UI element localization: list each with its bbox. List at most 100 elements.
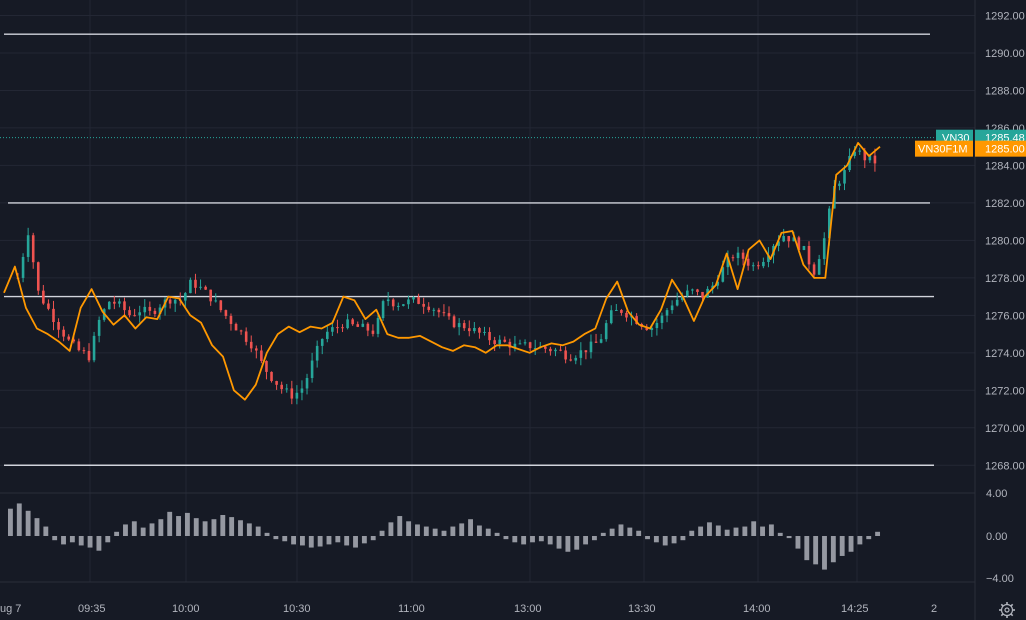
candle — [473, 327, 476, 332]
candle — [721, 267, 725, 282]
candle — [300, 388, 304, 393]
oscillator-bar — [822, 536, 827, 570]
candle — [194, 279, 197, 288]
vn30f1m-name: VN30F1M — [918, 144, 968, 156]
candle — [290, 388, 294, 399]
candle — [224, 310, 228, 316]
candle — [736, 252, 740, 259]
candle — [812, 264, 816, 275]
oscillator-bar — [123, 524, 128, 536]
candle — [462, 323, 466, 329]
oscillator-bar — [760, 526, 765, 536]
candle — [620, 309, 623, 313]
price-tick-label: 1272.00 — [985, 385, 1025, 397]
candle — [802, 246, 806, 250]
price-tick-label: 1270.00 — [985, 423, 1025, 435]
candle — [422, 303, 425, 307]
candle — [564, 350, 567, 360]
candle — [533, 348, 537, 350]
horizontal-lines[interactable] — [0, 33, 975, 466]
time-axis[interactable]: ug 7 09:35 10:00 10:30 11:00 13:00 13:30 14:00 1… — [0, 603, 937, 615]
oscillator-bar — [441, 530, 447, 536]
price-axis[interactable]: 1292.001290.001288.001286.001284.001282.… — [985, 10, 1025, 472]
candle — [757, 265, 760, 267]
candle — [92, 335, 96, 361]
oscillator-bar — [335, 536, 341, 543]
oscillator-bar — [238, 520, 243, 536]
candle — [407, 299, 410, 305]
oscillator-bar — [264, 532, 270, 536]
chart-grid — [0, 0, 976, 620]
candle — [123, 301, 126, 311]
candle — [853, 151, 856, 156]
candle — [305, 378, 309, 389]
vn30f1m-series-line — [3, 141, 881, 401]
candle — [858, 150, 862, 152]
oscillator-bar — [512, 536, 518, 543]
price-tick-label: 1280.00 — [985, 235, 1025, 247]
candle — [493, 340, 496, 345]
candle — [31, 235, 35, 263]
candle — [554, 349, 557, 352]
candle — [650, 328, 654, 331]
candle — [381, 301, 385, 319]
oscillator-bar — [361, 536, 367, 544]
oscillator-bar — [476, 525, 482, 536]
oscillator-bar — [574, 536, 580, 550]
candle — [138, 312, 141, 316]
candle — [665, 310, 669, 316]
candle — [97, 319, 101, 336]
candle — [148, 306, 152, 311]
candle — [569, 359, 572, 361]
candle — [275, 381, 278, 385]
candle — [21, 256, 25, 278]
candle — [320, 338, 324, 346]
oscillator-axis[interactable]: 4.00 0.00 −4.00 — [986, 488, 1014, 585]
candle — [843, 170, 846, 184]
oscillator-bar — [698, 526, 704, 536]
candle — [696, 289, 699, 292]
candle — [402, 304, 405, 306]
candle — [655, 322, 659, 329]
candle — [107, 301, 111, 310]
candle — [615, 309, 618, 311]
candle — [807, 246, 811, 265]
time-tick-label: ug 7 — [0, 603, 21, 615]
oscillator-bar — [839, 536, 845, 556]
oscillator-bar — [255, 526, 261, 536]
candle — [72, 339, 76, 342]
candle — [822, 238, 826, 260]
candle — [341, 327, 344, 329]
settings-gear-icon[interactable] — [999, 602, 1015, 618]
oscillator-bar — [291, 536, 297, 545]
candle — [594, 341, 598, 343]
candle — [351, 319, 354, 325]
candle — [239, 330, 243, 332]
oscillator-bar — [158, 519, 164, 536]
oscillator-bar — [326, 536, 332, 545]
candle — [868, 155, 872, 161]
candle — [184, 293, 187, 301]
oscillator-bar — [8, 508, 13, 536]
oscillator-bar — [503, 536, 509, 540]
candle — [483, 331, 486, 333]
candle — [315, 345, 319, 361]
candle — [133, 315, 136, 317]
candle — [57, 322, 60, 330]
candle — [680, 295, 684, 300]
candle — [427, 306, 431, 310]
candle — [574, 357, 578, 361]
candle — [244, 331, 248, 342]
candle — [280, 384, 283, 390]
candle — [391, 299, 395, 307]
candle — [326, 331, 329, 339]
candle — [589, 341, 593, 353]
candle — [189, 279, 192, 294]
candle — [767, 255, 770, 262]
candle — [645, 326, 649, 331]
candle — [609, 310, 613, 324]
time-tick-label: 09:35 — [78, 603, 106, 615]
candle — [544, 346, 547, 349]
oscillator-bar — [69, 536, 75, 543]
